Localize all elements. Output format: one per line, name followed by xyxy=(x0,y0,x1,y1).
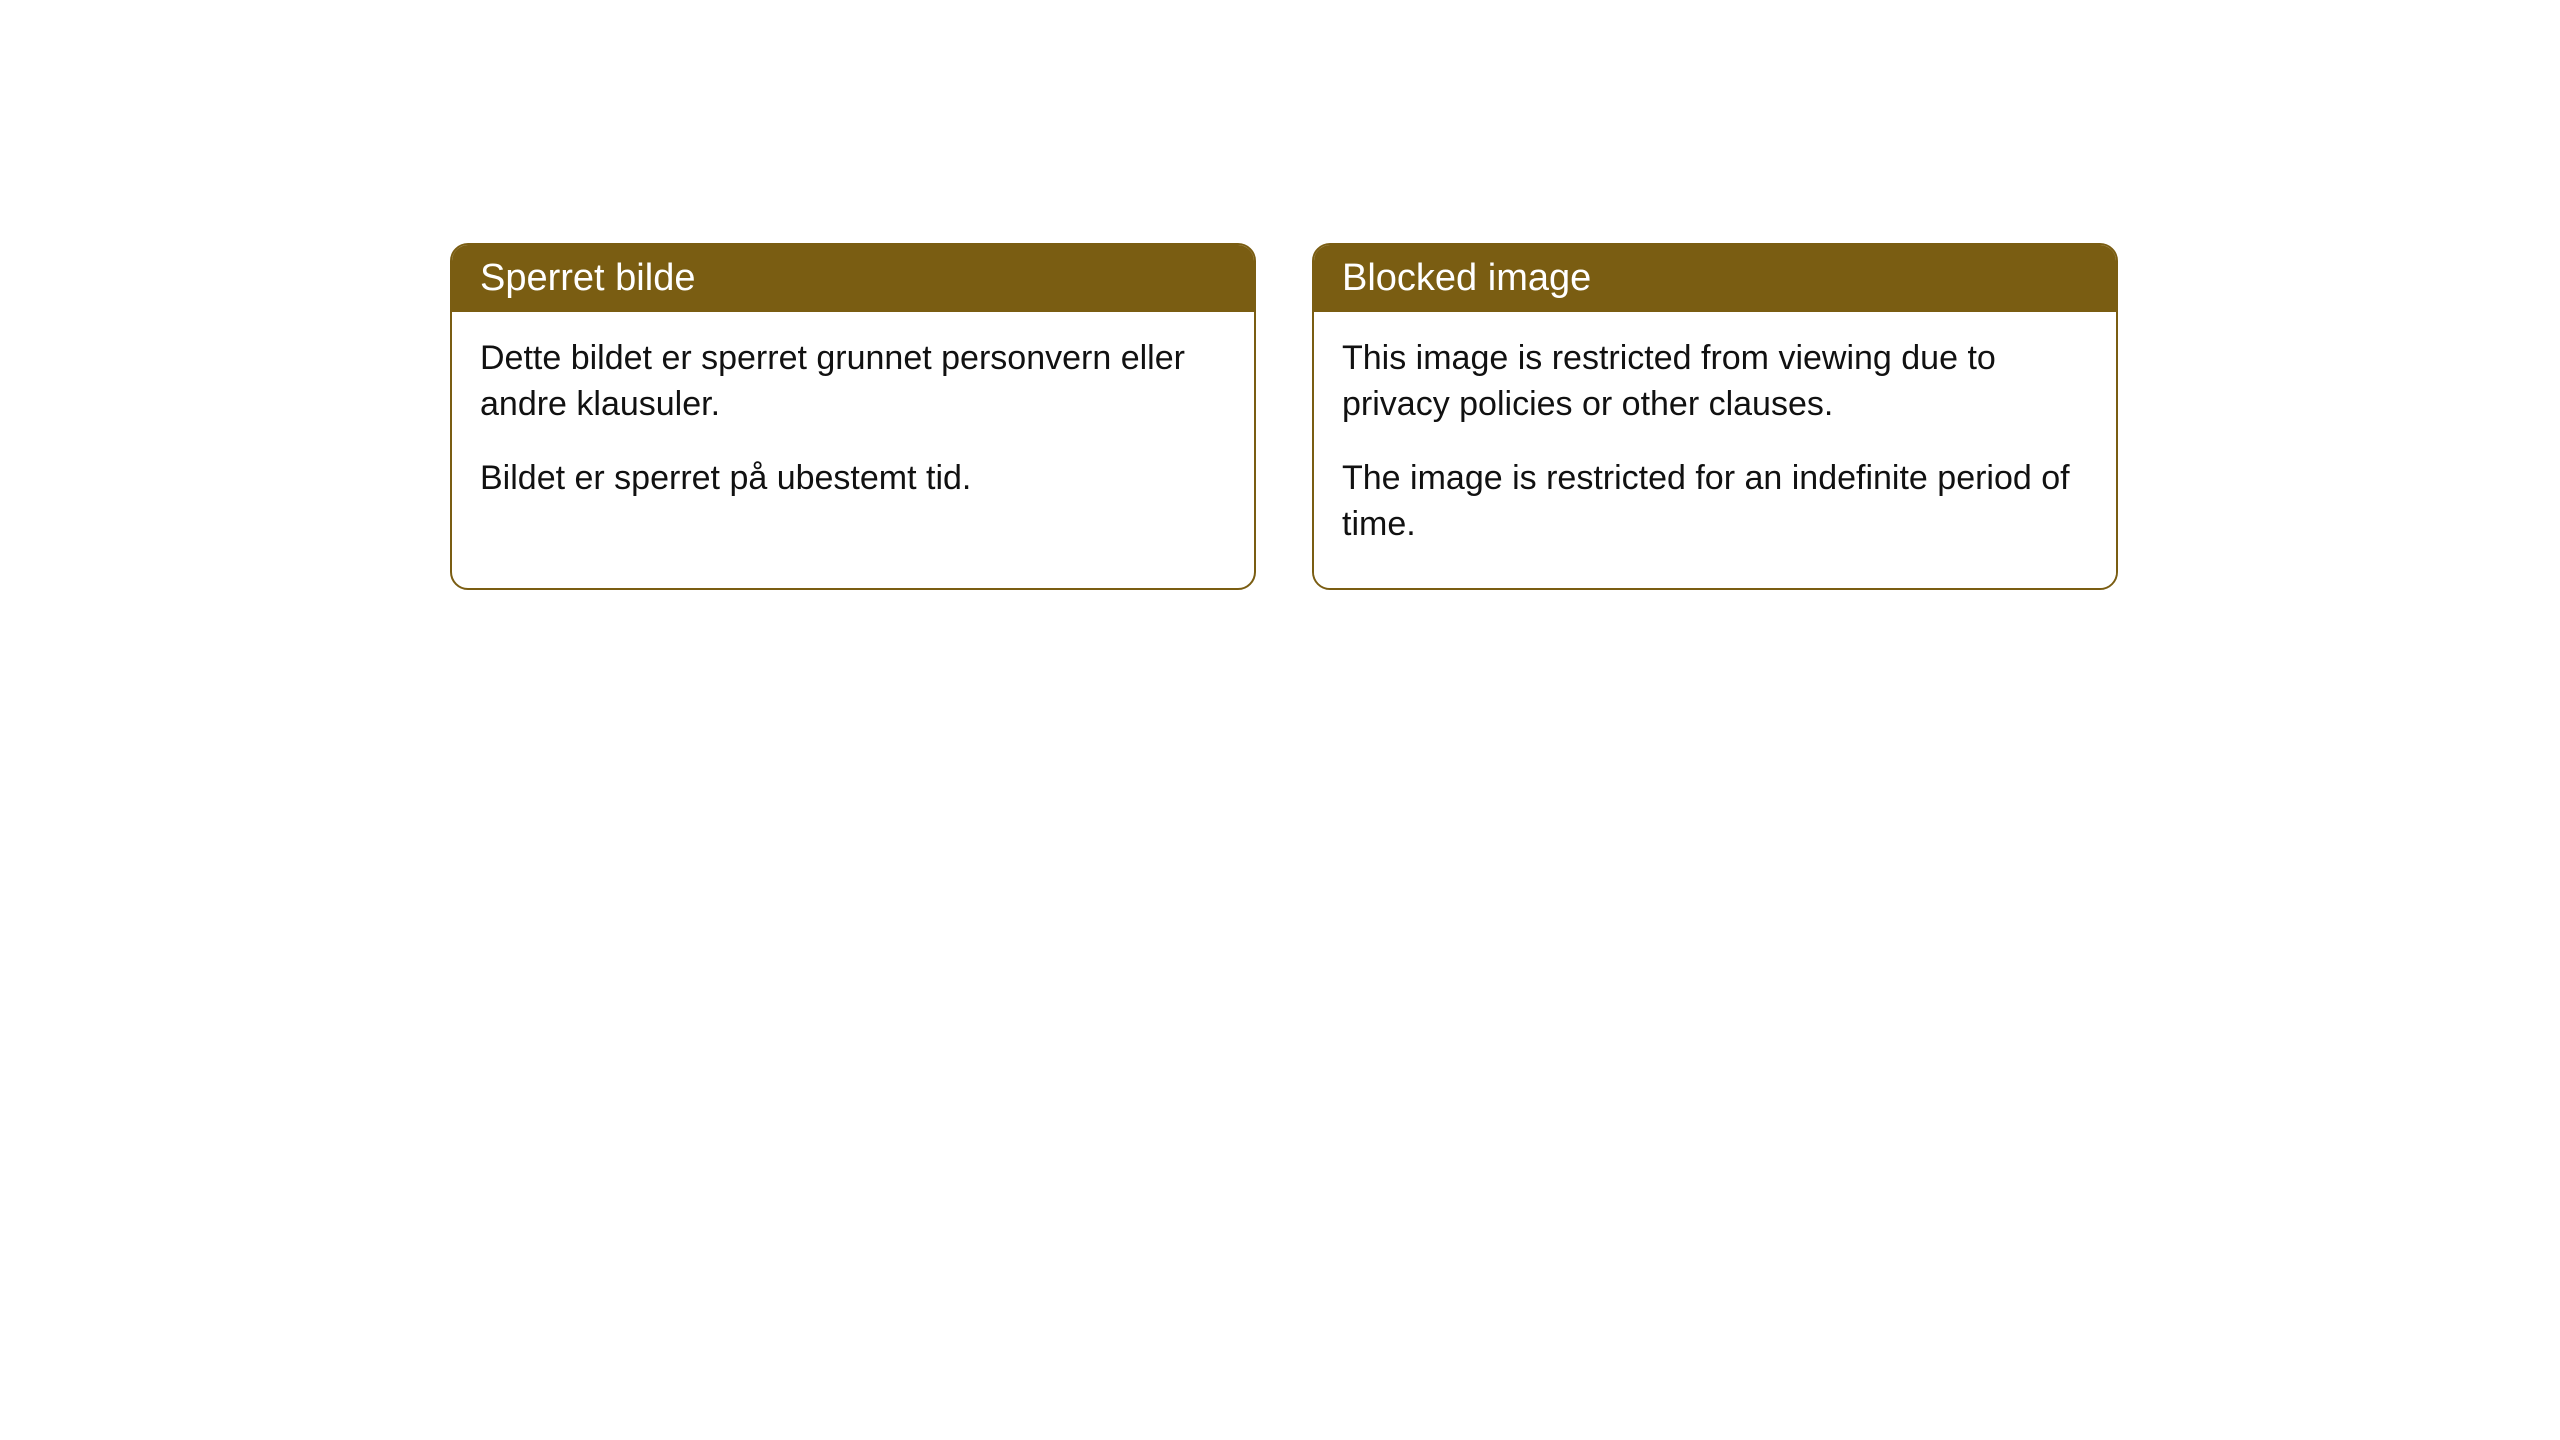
notice-cards-container: Sperret bilde Dette bildet er sperret gr… xyxy=(450,243,2118,590)
card-paragraph-en-2: The image is restricted for an indefinit… xyxy=(1342,456,2088,548)
card-paragraph-en-1: This image is restricted from viewing du… xyxy=(1342,336,2088,428)
card-header-no: Sperret bilde xyxy=(452,245,1254,312)
card-paragraph-no-2: Bildet er sperret på ubestemt tid. xyxy=(480,456,1226,502)
blocked-image-card-en: Blocked image This image is restricted f… xyxy=(1312,243,2118,590)
blocked-image-card-no: Sperret bilde Dette bildet er sperret gr… xyxy=(450,243,1256,590)
card-body-no: Dette bildet er sperret grunnet personve… xyxy=(452,312,1254,542)
card-paragraph-no-1: Dette bildet er sperret grunnet personve… xyxy=(480,336,1226,428)
card-header-en: Blocked image xyxy=(1314,245,2116,312)
card-body-en: This image is restricted from viewing du… xyxy=(1314,312,2116,588)
